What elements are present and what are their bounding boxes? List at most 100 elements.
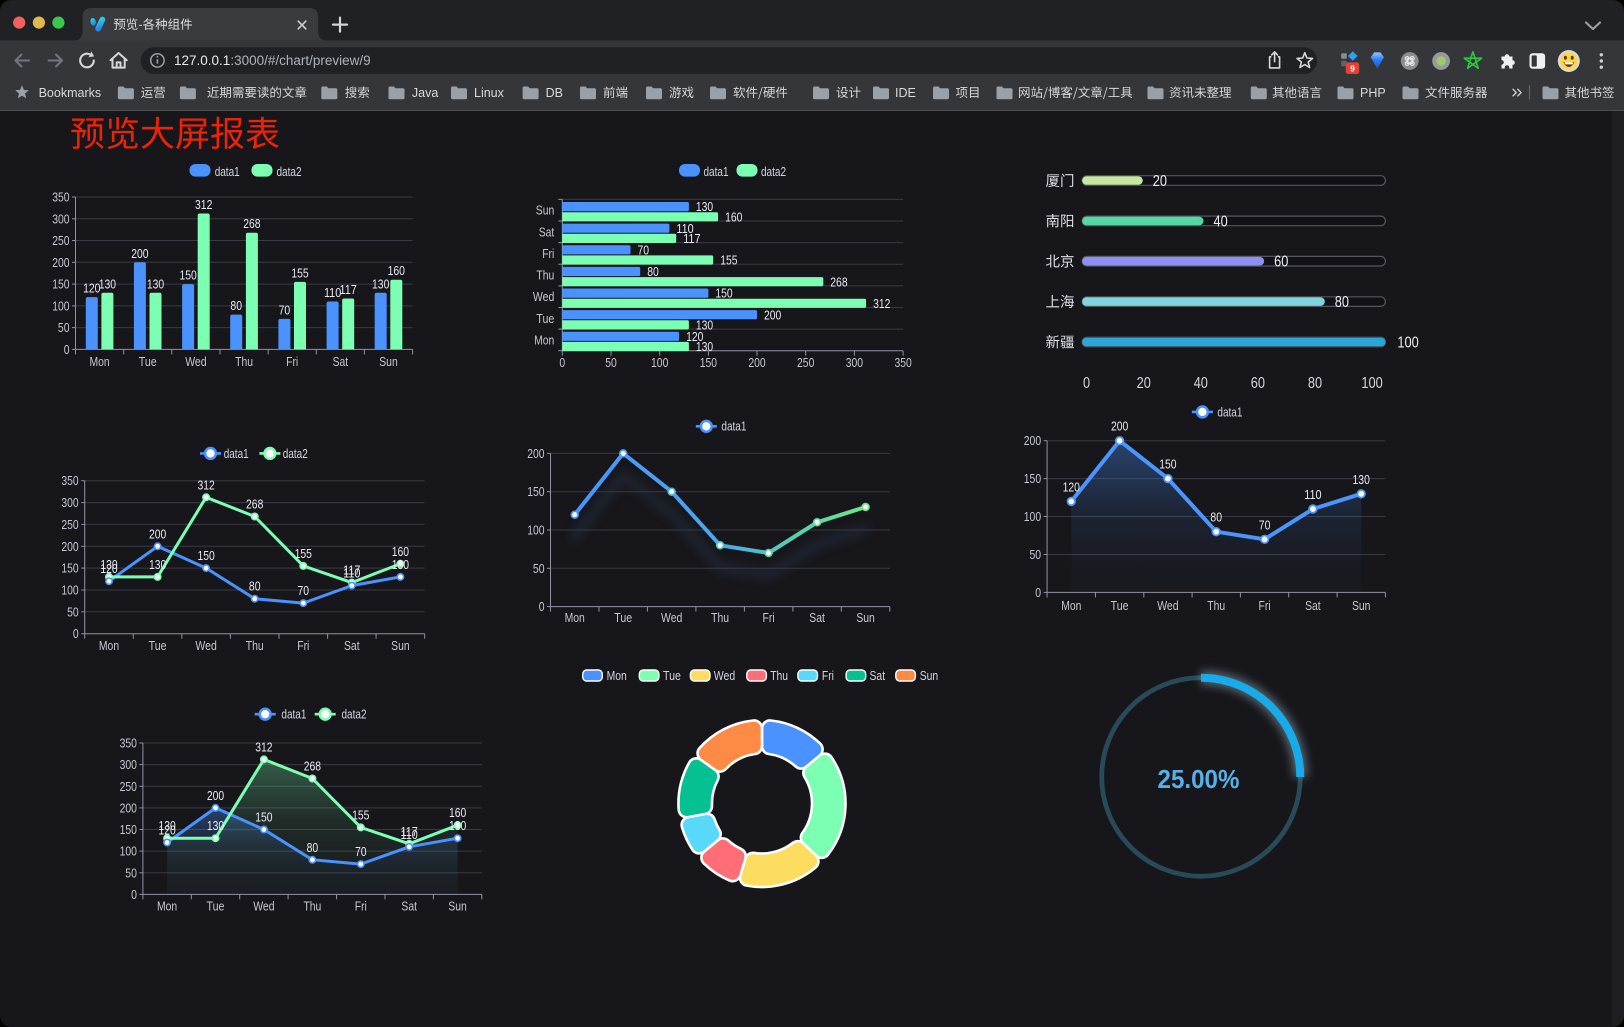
svg-text:100: 100 <box>1024 509 1041 524</box>
svg-text:80: 80 <box>647 264 659 279</box>
svg-text:250: 250 <box>797 355 814 370</box>
svg-text:60: 60 <box>1251 375 1265 392</box>
svg-text:Sat: Sat <box>539 224 555 239</box>
svg-text:150: 150 <box>61 561 78 576</box>
svg-text:Wed: Wed <box>1157 598 1178 613</box>
svg-text:Wed: Wed <box>195 638 216 653</box>
svg-text:Fri: Fri <box>355 899 367 914</box>
svg-text:0: 0 <box>539 599 545 614</box>
svg-text:Tue: Tue <box>614 610 632 625</box>
svg-text:data1: data1 <box>224 447 249 461</box>
svg-text:Java: Java <box>412 86 438 100</box>
svg-text:data1: data1 <box>281 708 306 722</box>
svg-text:150: 150 <box>1159 457 1176 472</box>
svg-text:Tue: Tue <box>149 638 167 653</box>
svg-text:Mon: Mon <box>157 899 177 914</box>
svg-text:200: 200 <box>748 355 765 370</box>
svg-text:350: 350 <box>61 473 78 488</box>
svg-text:DB: DB <box>546 86 563 100</box>
svg-text:Mon: Mon <box>90 354 110 369</box>
svg-text:Wed: Wed <box>253 899 274 914</box>
svg-text:0: 0 <box>131 887 137 902</box>
svg-text:130: 130 <box>147 276 164 291</box>
svg-text:250: 250 <box>61 517 78 532</box>
svg-text:60: 60 <box>1274 254 1288 271</box>
svg-text:300: 300 <box>61 495 78 510</box>
svg-text:200: 200 <box>527 446 544 461</box>
svg-text:130: 130 <box>696 199 713 214</box>
svg-text:Sun: Sun <box>856 610 875 625</box>
svg-text:127.0.0.1:3000/#/chart/preview: 127.0.0.1:3000/#/chart/preview/9 <box>174 53 371 68</box>
svg-text:130: 130 <box>1353 472 1370 487</box>
svg-text:110: 110 <box>343 566 360 581</box>
svg-text:20: 20 <box>1137 375 1151 392</box>
svg-text:0: 0 <box>73 626 79 641</box>
svg-text:200: 200 <box>1024 433 1041 448</box>
svg-text:20: 20 <box>1153 173 1167 190</box>
svg-text:150: 150 <box>1024 471 1041 486</box>
svg-text:Thu: Thu <box>246 638 264 653</box>
svg-text:50: 50 <box>67 604 79 619</box>
svg-text:100: 100 <box>61 583 78 598</box>
svg-text:Tue: Tue <box>139 354 157 369</box>
svg-text:312: 312 <box>255 739 272 754</box>
svg-text:300: 300 <box>52 211 69 226</box>
svg-text:Thu: Thu <box>711 610 729 625</box>
svg-text:155: 155 <box>352 807 369 822</box>
svg-text:Fri: Fri <box>286 354 298 369</box>
svg-text:Sun: Sun <box>1352 598 1371 613</box>
svg-text:80: 80 <box>1335 294 1349 311</box>
svg-text:PHP: PHP <box>1360 86 1386 100</box>
svg-text:Sun: Sun <box>920 668 939 683</box>
svg-text:0: 0 <box>559 355 565 370</box>
svg-text:Fri: Fri <box>1259 598 1271 613</box>
svg-text:Linux: Linux <box>474 86 505 100</box>
svg-text:350: 350 <box>120 736 137 751</box>
svg-text:130: 130 <box>449 818 466 833</box>
svg-text:80: 80 <box>307 840 319 855</box>
svg-text:268: 268 <box>243 216 260 231</box>
svg-text:150: 150 <box>179 268 196 283</box>
svg-text:250: 250 <box>120 779 137 794</box>
svg-text:Sun: Sun <box>448 899 467 914</box>
svg-text:Wed: Wed <box>533 289 554 304</box>
svg-text:data1: data1 <box>721 420 746 434</box>
svg-text:Sun: Sun <box>379 354 398 369</box>
svg-text:0: 0 <box>1035 585 1041 600</box>
svg-text:0: 0 <box>1083 375 1090 392</box>
svg-text:200: 200 <box>1111 419 1128 434</box>
svg-text:Thu: Thu <box>536 268 554 283</box>
svg-text:Bookmarks: Bookmarks <box>39 86 102 100</box>
svg-text:200: 200 <box>207 788 224 803</box>
svg-text:Sat: Sat <box>870 668 886 683</box>
svg-text:200: 200 <box>120 800 137 815</box>
svg-text:130: 130 <box>392 557 409 572</box>
svg-text:155: 155 <box>720 253 737 268</box>
svg-text:300: 300 <box>120 757 137 772</box>
svg-text:70: 70 <box>279 302 291 317</box>
svg-text:150: 150 <box>527 484 544 499</box>
svg-text:25.00%: 25.00% <box>1158 764 1240 794</box>
svg-text:Mon: Mon <box>1061 598 1081 613</box>
svg-text:data2: data2 <box>277 165 302 179</box>
svg-text:120: 120 <box>1063 479 1080 494</box>
svg-text:100: 100 <box>1361 375 1382 392</box>
svg-text:Fri: Fri <box>542 246 554 261</box>
svg-text:350: 350 <box>52 190 69 205</box>
svg-text:160: 160 <box>392 544 409 559</box>
svg-text:312: 312 <box>195 197 212 212</box>
svg-text:155: 155 <box>295 546 312 561</box>
svg-text:Sun: Sun <box>391 638 410 653</box>
svg-text:130: 130 <box>149 557 166 572</box>
svg-text:Tue: Tue <box>536 311 554 326</box>
svg-text:200: 200 <box>764 307 781 322</box>
svg-text:data2: data2 <box>761 165 786 179</box>
svg-text:200: 200 <box>52 255 69 270</box>
svg-text:Sat: Sat <box>1305 598 1321 613</box>
svg-text:155: 155 <box>291 265 308 280</box>
svg-text:Mon: Mon <box>565 610 585 625</box>
svg-text:150: 150 <box>120 822 137 837</box>
svg-text:data2: data2 <box>283 447 308 461</box>
svg-text:70: 70 <box>1259 517 1271 532</box>
svg-text:Fri: Fri <box>763 610 775 625</box>
